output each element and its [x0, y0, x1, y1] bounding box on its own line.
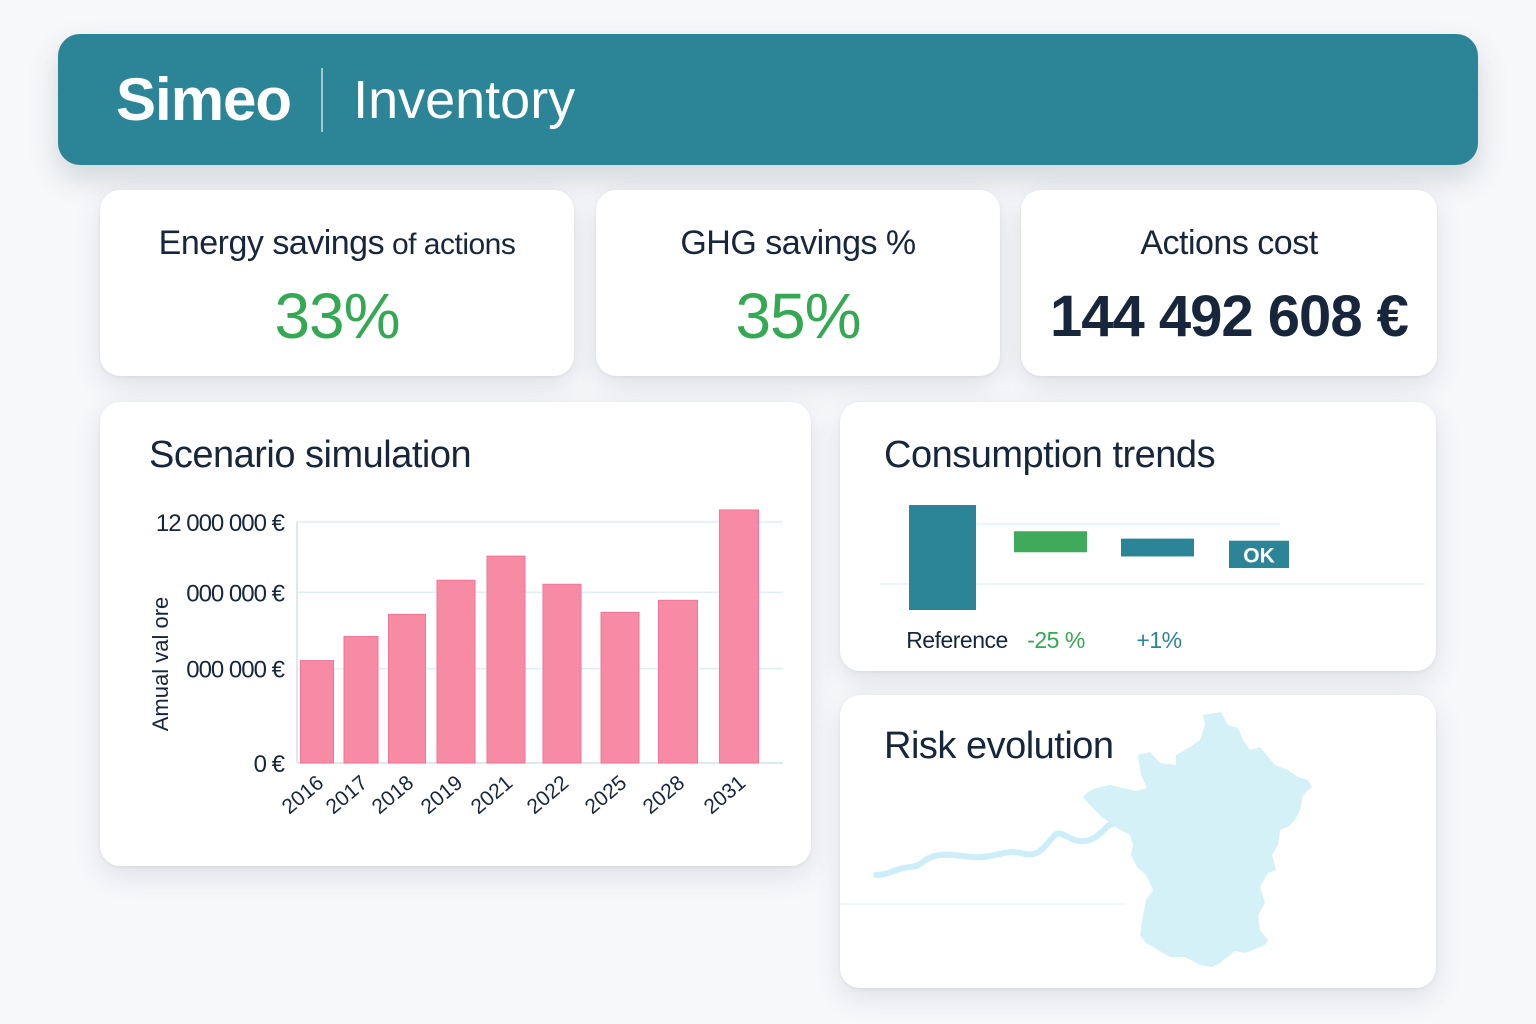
risk-trend-line — [873, 821, 1115, 878]
risk-visual — [840, 712, 1312, 967]
y-tick-label: 12 000 000 € — [156, 510, 286, 537]
card-title: Scenario simulation — [149, 434, 472, 476]
x-tick-label: 2016 — [278, 771, 329, 819]
category-label: -25 % — [1027, 627, 1085, 653]
bar-2022[interactable] — [542, 583, 582, 764]
bar-2021[interactable] — [486, 555, 526, 764]
kpi-value: 35% — [735, 280, 861, 352]
x-tick-label: 2031 — [700, 771, 751, 819]
x-tick-label: 2018 — [368, 771, 419, 819]
waterfall-bar-4[interactable] — [1229, 540, 1289, 568]
waterfall-bar-1[interactable] — [909, 505, 976, 610]
category-label: Reference — [906, 627, 1008, 653]
kpi-label: GHG savings % — [680, 224, 916, 262]
risk-evolution-card: Risk evolution — [840, 695, 1436, 988]
bar-2016[interactable] — [300, 660, 334, 764]
y-axis-label: Amual val ore — [148, 597, 173, 732]
bar-2025[interactable] — [600, 611, 640, 764]
bar-2019[interactable] — [436, 579, 476, 764]
x-tick-label: 2022 — [523, 771, 574, 819]
kpi-label: Energy savings of actions — [159, 224, 516, 263]
card-title: Risk evolution — [884, 725, 1114, 767]
x-tick-label: 2017 — [322, 771, 373, 819]
bar-inner-label: OK — [1243, 544, 1275, 567]
kpi-label-main: Energy savings — [158, 224, 385, 262]
category-label: +1% — [1136, 627, 1181, 653]
x-tick-label: 2028 — [639, 771, 690, 819]
y-tick-label: 0 € — [254, 751, 286, 778]
bar-2028[interactable] — [658, 599, 698, 764]
y-tick-label: 000 000 € — [186, 580, 285, 607]
bar-2018[interactable] — [388, 613, 426, 764]
consumption-waterfall-chart: Reference -25 % +1% OK — [880, 505, 1425, 653]
x-tick-label: 2019 — [417, 771, 468, 819]
kpi-value: 33% — [274, 280, 400, 352]
header-divider — [321, 67, 324, 132]
kpi-value: 144 492 608 € — [1050, 284, 1409, 349]
kpi-label-suffix: of actions — [384, 228, 516, 261]
kpi-card-ghg-savings[interactable]: GHG savings % 35% — [596, 190, 1000, 376]
x-tick-label: 2025 — [581, 771, 632, 819]
brand-logo[interactable]: Simeo — [116, 66, 292, 133]
kpi-label: Actions cost — [1140, 224, 1318, 262]
consumption-trends-card: Consumption trends Reference -25 % +1% OK — [840, 402, 1436, 671]
waterfall-bar-2[interactable] — [1014, 531, 1087, 553]
scenario-bar-chart: 0 € 000 000 € 000 000 € 12 000 000 € Amual… — [148, 509, 783, 819]
bar-2017[interactable] — [343, 635, 379, 764]
x-tick-label: 2021 — [467, 771, 518, 819]
waterfall-bar-3[interactable] — [1121, 538, 1194, 557]
bar-2031[interactable] — [719, 509, 759, 764]
france-map[interactable] — [1083, 712, 1312, 967]
scenario-simulation-card: Scenario simulation 0 € 000 000 € 000 00… — [100, 402, 811, 866]
module-title: Inventory — [353, 69, 576, 130]
y-tick-label: 000 000 € — [186, 657, 285, 684]
card-title: Consumption trends — [884, 434, 1216, 476]
kpi-card-actions-cost[interactable]: Actions cost 144 492 608 € — [1021, 190, 1437, 376]
app-header: Simeo Inventory — [58, 34, 1478, 165]
kpi-card-energy-savings[interactable]: Energy savings of actions 33% — [100, 190, 574, 376]
